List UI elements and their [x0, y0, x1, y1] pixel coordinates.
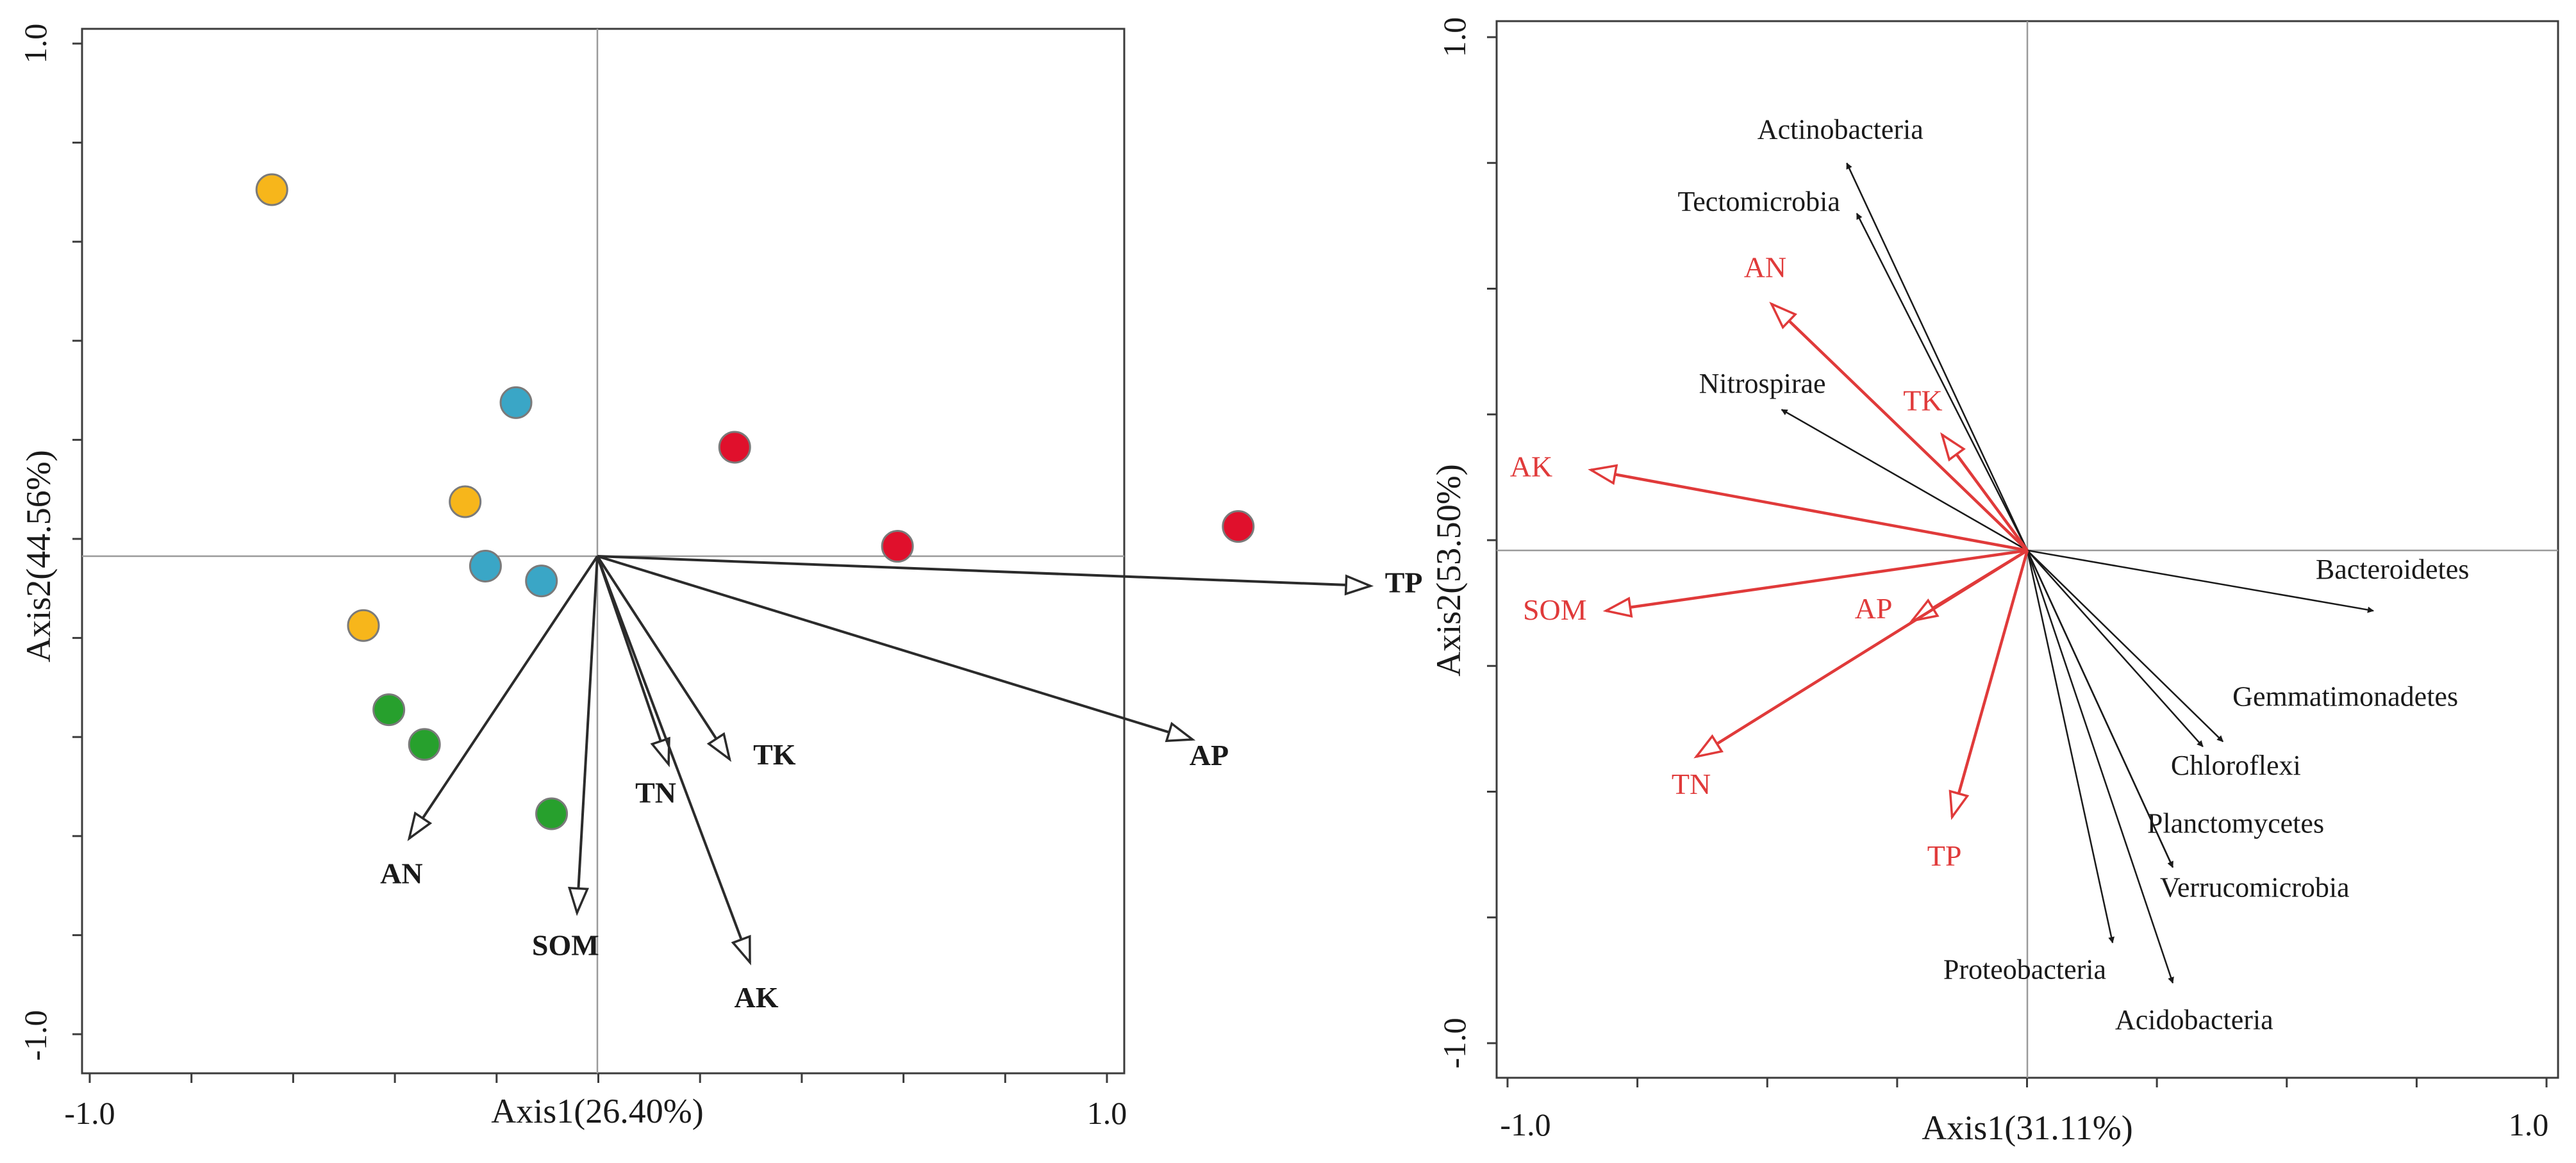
env-tn-arrowhead	[1693, 734, 1724, 759]
taxa-acidobacteria-label: Acidobacteria	[2115, 1004, 2273, 1035]
taxa-actinobacteria-label: Actinobacteria	[1757, 114, 1924, 145]
vector-tp-label: TP	[1385, 566, 1423, 598]
right-x-tick-min: -1.0	[1500, 1107, 1550, 1142]
left-x-axis-title: Axis1(26.40%)	[491, 1092, 703, 1130]
point-yellow-3	[347, 609, 380, 642]
vector-som-line	[576, 556, 599, 913]
vector-tn-arrowhead	[650, 736, 670, 768]
taxa-bacteroidetes-vector	[2027, 549, 2374, 613]
vector-som-arrowhead	[567, 886, 590, 916]
point-yellow-1	[255, 173, 288, 206]
point-yellow-2	[449, 485, 482, 518]
vector-an-arrowhead	[407, 811, 433, 841]
vector-an-line	[408, 555, 599, 839]
taxa-nitrospirae-label: Nitrospirae	[1699, 368, 1826, 399]
right-y-tick-max: 1.0	[1436, 17, 1472, 58]
point-blue-1	[499, 386, 533, 419]
taxa-chloroflexi-label: Chloroflexi	[2171, 750, 2301, 781]
env-an-arrowhead	[1769, 301, 1798, 329]
point-green-3	[535, 797, 569, 830]
taxa-tectomicrobia-vector	[1856, 213, 2029, 551]
env-tn-label: TN	[1672, 768, 1711, 800]
taxa-gemmatimonadetes-label: Gemmatimonadetes	[2232, 680, 2458, 712]
taxa-tectomicrobia-label: Tectomicrobia	[1677, 186, 1840, 217]
right-biplot: -1.0 1.0 1.0 -1.0 Axis1(31.11%) Axis2(53…	[1429, 17, 2559, 1147]
left-x-tick-max: 1.0	[1087, 1095, 1127, 1131]
vector-an-label: AN	[380, 857, 422, 890]
env-ap-label: AP	[1855, 592, 1893, 625]
env-an-line	[1770, 302, 2029, 552]
right-x-tick-max: 1.0	[2509, 1107, 2549, 1142]
vector-ap-line	[597, 555, 1193, 741]
env-som-line	[1606, 549, 2028, 613]
env-ak-line	[1590, 468, 2028, 552]
left-y-tick-max: 1.0	[17, 24, 53, 64]
taxa-acidobacteria-vector	[2026, 550, 2174, 984]
right-y-axis-title: Axis2(53.50%)	[1429, 464, 1468, 676]
vector-ak-line	[596, 556, 751, 963]
vector-tk-arrowhead	[706, 732, 732, 763]
taxa-bacteroidetes-label: Bacteroidetes	[2316, 554, 2469, 585]
point-red-3	[1222, 510, 1255, 543]
vector-tk-line	[596, 555, 731, 761]
taxa-nitrospirae-vector	[1781, 409, 2028, 552]
taxa-proteobacteria-label: Proteobacteria	[1943, 953, 2106, 985]
point-blue-3	[525, 565, 558, 598]
vector-ak-label: AK	[735, 981, 779, 1014]
env-an-label: AN	[1744, 251, 1786, 283]
taxa-gemmatimonadetes-vector	[2027, 550, 2224, 743]
taxa-verrucomicrobia-label: Verrucomicrobia	[2160, 872, 2350, 903]
taxa-verrucomicrobia-vector	[2026, 550, 2174, 868]
env-ap-arrowhead	[1909, 598, 1940, 623]
env-ak-label: AK	[1510, 450, 1552, 483]
env-tp-arrowhead	[1949, 789, 1970, 820]
env-som-arrowhead	[1602, 597, 1633, 618]
env-som-label: SOM	[1523, 593, 1587, 626]
env-ak-arrowhead	[1588, 464, 1618, 485]
left-x-tick-min: -1.0	[64, 1095, 115, 1131]
vector-tp-arrowhead	[1344, 574, 1374, 596]
vector-tk-label: TK	[753, 738, 796, 771]
vector-tp-line	[597, 555, 1371, 588]
vector-ap-arrowhead	[1165, 722, 1196, 743]
right-x-axis-title: Axis1(31.11%)	[1922, 1109, 2132, 1147]
left-plot-frame	[81, 28, 1126, 1075]
point-green-1	[372, 693, 406, 727]
vector-som-label: SOM	[532, 929, 599, 962]
right-y-tick-min: -1.0	[1436, 1018, 1472, 1068]
env-tk-arrowhead	[1940, 432, 1966, 462]
taxa-actinobacteria-vector	[1846, 162, 2029, 551]
taxa-proteobacteria-vector	[2026, 550, 2115, 944]
vector-ak-arrowhead	[731, 934, 751, 966]
env-tk-label: TK	[1903, 384, 1942, 417]
taxa-planctomycetes-label: Planctomycetes	[2147, 808, 2324, 839]
left-y-axis-title: Axis2(44.56%)	[19, 450, 58, 662]
point-red-2	[881, 530, 914, 563]
taxa-chloroflexi-vector	[2027, 550, 2204, 747]
vector-tn-label: TN	[635, 777, 676, 809]
left-biplot: -1.0 1.0 1.0 -1.0 Axis1(26.40%) Axis2(44…	[17, 24, 1423, 1131]
point-green-2	[408, 728, 441, 761]
left-y-tick-min: -1.0	[17, 1010, 53, 1060]
vector-ap-label: AP	[1190, 739, 1229, 771]
env-tn-line	[1695, 549, 2029, 758]
point-blue-2	[469, 549, 502, 582]
env-tp-label: TP	[1927, 839, 1962, 872]
point-red-1	[718, 431, 751, 464]
env-tp-line	[1950, 550, 2029, 818]
